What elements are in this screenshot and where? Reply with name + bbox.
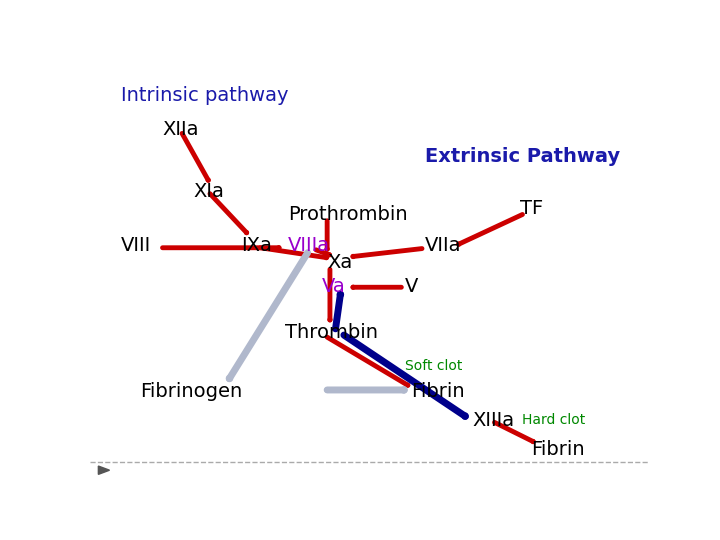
Text: Hard clot: Hard clot xyxy=(523,413,585,427)
Text: Extrinsic Pathway: Extrinsic Pathway xyxy=(425,147,620,166)
Text: IXa: IXa xyxy=(240,236,271,255)
Polygon shape xyxy=(99,466,109,474)
Text: TF: TF xyxy=(520,199,543,218)
Text: Va: Va xyxy=(322,276,346,295)
Text: Prothrombin: Prothrombin xyxy=(288,205,408,224)
Text: Soft clot: Soft clot xyxy=(405,359,463,373)
Text: VIIa: VIIa xyxy=(425,236,462,255)
Text: Fibrin: Fibrin xyxy=(411,382,464,401)
Text: XIIIa: XIIIa xyxy=(472,411,514,430)
Text: Fibrin: Fibrin xyxy=(531,440,585,459)
Text: V: V xyxy=(405,276,418,295)
Text: Xa: Xa xyxy=(327,253,352,272)
Text: XIa: XIa xyxy=(193,182,224,201)
Text: VIIIa: VIIIa xyxy=(288,236,330,255)
Text: VIII: VIII xyxy=(121,236,151,255)
Text: Fibrinogen: Fibrinogen xyxy=(140,382,243,401)
Text: XIIa: XIIa xyxy=(163,120,199,139)
Text: Intrinsic pathway: Intrinsic pathway xyxy=(121,86,288,105)
Text: Thrombin: Thrombin xyxy=(285,323,378,342)
